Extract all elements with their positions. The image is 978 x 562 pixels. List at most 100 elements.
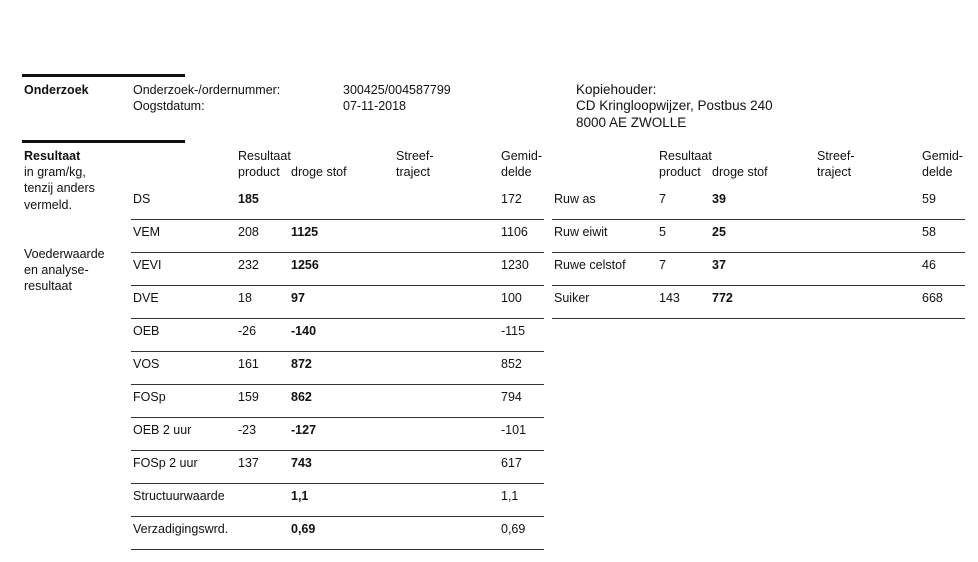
row-gemiddelde: 1106 <box>501 225 528 239</box>
row-product: 7 <box>659 258 666 272</box>
table-row: Ruwe celstof 7 37 46 <box>552 252 965 286</box>
header-resultaat: Resultaat <box>238 149 291 163</box>
header-streef-1: Streef- <box>396 149 434 163</box>
kopiehouder-heading: Kopiehouder: <box>576 82 657 97</box>
row-product: 18 <box>238 291 252 305</box>
header-streef-1: Streef- <box>817 149 855 163</box>
table-row: OEB 2 uur -23 -127 -101 <box>131 417 544 451</box>
resultaat-note-3: vermeld. <box>24 198 72 212</box>
row-name: OEB 2 uur <box>133 423 192 437</box>
header-streef-2: traject <box>396 165 431 179</box>
row-droge-stof: 862 <box>291 390 312 404</box>
row-droge-stof: 37 <box>712 258 726 272</box>
row-droge-stof: 1125 <box>291 225 319 239</box>
row-name: VEVI <box>133 258 162 272</box>
row-droge-stof: 1,1 <box>291 489 309 503</box>
table-row: Ruw as 7 39 59 <box>552 186 965 220</box>
row-product: 232 <box>238 258 259 272</box>
row-name: OEB <box>133 324 160 338</box>
row-droge-stof: 39 <box>712 192 726 206</box>
row-name: Structuurwaarde <box>133 489 225 503</box>
table-row: Verzadigingswrd. 0,69 0,69 <box>131 516 544 550</box>
table-row: Structuurwaarde 1,1 1,1 <box>131 483 544 517</box>
row-droge-stof: 772 <box>712 291 733 305</box>
table-row: FOSp 159 862 794 <box>131 384 544 418</box>
row-gemiddelde: -115 <box>501 324 526 338</box>
row-gemiddelde: 852 <box>501 357 522 371</box>
row-gemiddelde: 58 <box>922 225 936 239</box>
row-gemiddelde: 0,69 <box>501 522 526 536</box>
row-droge-stof: 872 <box>291 357 312 371</box>
header-gemiddelde-1: Gemid- <box>501 149 542 163</box>
row-droge-stof: 185 <box>238 192 259 206</box>
table-row: VOS 161 872 852 <box>131 351 544 385</box>
resultaat-note-1: in gram/kg, <box>24 165 86 179</box>
row-gemiddelde: 668 <box>922 291 943 305</box>
header-product: product <box>238 165 280 179</box>
row-gemiddelde: 46 <box>922 258 936 272</box>
row-product: 161 <box>238 357 259 371</box>
order-label: Onderzoek-/ordernummer: <box>133 83 281 97</box>
row-product: 159 <box>238 390 259 404</box>
row-gemiddelde: 1,1 <box>501 489 519 503</box>
row-name: FOSp 2 uur <box>133 456 198 470</box>
row-product: 137 <box>238 456 259 470</box>
row-droge-stof: -127 <box>291 423 317 437</box>
table-row: VEVI 232 1256 1230 <box>131 252 544 286</box>
row-name: VOS <box>133 357 160 371</box>
header-droge-stof: droge stof <box>291 165 347 179</box>
row-droge-stof: 1256 <box>291 258 319 272</box>
date-value: 07-11-2018 <box>343 99 407 113</box>
row-product: 5 <box>659 225 666 239</box>
resultaat-heading: Resultaat <box>24 149 81 163</box>
row-name: VEM <box>133 225 161 239</box>
header-gemiddelde-2: delde <box>922 165 953 179</box>
row-name: Ruwe celstof <box>554 258 626 272</box>
header-gemiddelde-1: Gemid- <box>922 149 963 163</box>
header-streef-2: traject <box>817 165 852 179</box>
row-product: -23 <box>238 423 257 437</box>
table-row: FOSp 2 uur 137 743 617 <box>131 450 544 484</box>
header-resultaat: Resultaat <box>659 149 712 163</box>
row-name: Ruw eiwit <box>554 225 608 239</box>
kopiehouder-line1: CD Kringloopwijzer, Postbus 240 <box>576 98 773 113</box>
row-name: DVE <box>133 291 159 305</box>
row-gemiddelde: 1230 <box>501 258 529 272</box>
row-gemiddelde: 100 <box>501 291 522 305</box>
table-row: VEM 208 1125 1106 <box>131 219 544 253</box>
row-droge-stof: 743 <box>291 456 312 470</box>
top-rule <box>22 74 185 77</box>
row-gemiddelde: 617 <box>501 456 522 470</box>
row-droge-stof: -140 <box>291 324 317 338</box>
row-product: 7 <box>659 192 666 206</box>
row-gemiddelde: 794 <box>501 390 522 404</box>
table-row: DVE 18 97 100 <box>131 285 544 319</box>
table-row: Ruw eiwit 5 25 58 <box>552 219 965 253</box>
row-gemiddelde: 59 <box>922 192 936 206</box>
table-row: Suiker 143 772 668 <box>552 285 965 319</box>
result-rule <box>22 140 185 143</box>
date-label: Oogstdatum: <box>133 99 205 113</box>
header-product: product <box>659 165 701 179</box>
header-gemiddelde-2: delde <box>501 165 532 179</box>
section-label-3: resultaat <box>24 279 72 293</box>
row-gemiddelde: -101 <box>501 423 527 437</box>
row-product: 143 <box>659 291 680 305</box>
row-droge-stof: 97 <box>291 291 305 305</box>
resultaat-note-2: tenzij anders <box>24 181 95 195</box>
table-row: DS 185 172 <box>131 186 544 220</box>
row-name: FOSp <box>133 390 166 404</box>
section-label-2: en analyse- <box>24 263 89 277</box>
header-droge-stof: droge stof <box>712 165 768 179</box>
row-name: DS <box>133 192 151 206</box>
table-row: OEB -26 -140 -115 <box>131 318 544 352</box>
row-droge-stof: 25 <box>712 225 726 239</box>
section-label-1: Voederwaarde <box>24 247 105 261</box>
row-name: Ruw as <box>554 192 596 206</box>
row-gemiddelde: 172 <box>501 192 522 206</box>
order-value: 300425/004587799 <box>343 83 451 97</box>
row-name: Verzadigingswrd. <box>133 522 229 536</box>
row-product: 208 <box>238 225 259 239</box>
row-name: Suiker <box>554 291 590 305</box>
row-product: -26 <box>238 324 257 338</box>
